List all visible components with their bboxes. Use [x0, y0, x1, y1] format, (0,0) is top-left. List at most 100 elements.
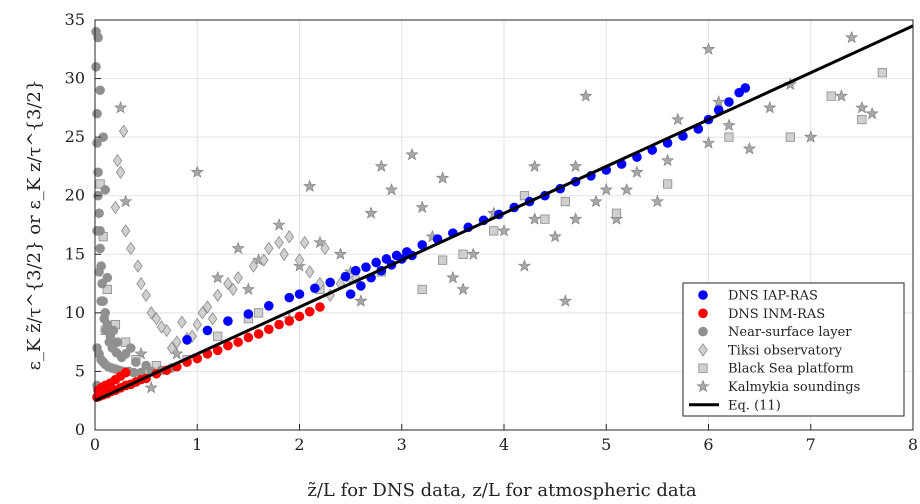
y-tick-label: 0	[75, 420, 85, 439]
data-point	[630, 165, 644, 178]
data-point	[116, 352, 127, 363]
y-tick-label: 20	[65, 186, 85, 205]
y-tick-label: 5	[75, 361, 85, 380]
data-point	[177, 315, 187, 329]
data-point	[650, 194, 664, 208]
data-point	[722, 118, 736, 132]
data-point	[233, 337, 243, 347]
data-point	[313, 235, 327, 249]
data-point	[134, 347, 148, 360]
legend-marker	[698, 363, 708, 373]
series-black-sea-platform	[95, 68, 887, 371]
data-point	[569, 159, 583, 173]
data-point	[364, 206, 378, 219]
data-point	[855, 101, 869, 114]
data-point	[611, 208, 622, 218]
data-point	[190, 165, 204, 178]
legend-marker	[698, 343, 708, 357]
data-point	[213, 331, 223, 341]
data-point	[740, 83, 751, 93]
data-point	[279, 247, 289, 261]
data-point	[274, 319, 284, 330]
data-point	[456, 282, 470, 296]
data-point	[466, 247, 480, 260]
data-point	[417, 240, 428, 250]
legend-box	[682, 282, 905, 417]
data-point	[865, 106, 879, 120]
y-axis-label: ε_K z̃/τ^{3/2} or ε_K z/τ^{3/2}	[24, 80, 45, 371]
data-point	[315, 302, 325, 312]
x-tick-label: 3	[397, 435, 407, 454]
data-point	[91, 62, 101, 72]
data-point	[96, 296, 106, 306]
data-point	[384, 183, 399, 196]
data-point	[231, 241, 245, 255]
data-point	[120, 367, 131, 378]
data-point	[663, 179, 673, 189]
legend-label: Black Sea platform	[728, 362, 854, 377]
data-point	[489, 226, 499, 236]
data-point	[223, 316, 233, 326]
data-point	[156, 320, 167, 334]
data-point	[202, 325, 213, 336]
x-tick-label: 0	[90, 435, 100, 454]
data-point	[146, 306, 156, 320]
data-point	[405, 147, 419, 161]
data-point	[345, 289, 356, 299]
data-point	[528, 212, 542, 225]
data-point	[599, 183, 613, 196]
data-point	[294, 253, 305, 267]
data-point	[857, 114, 867, 125]
data-point	[126, 241, 136, 256]
data-point	[785, 132, 795, 142]
legend: DNS IAP-RAS DNS INM-RAS Near-surface layer…	[682, 282, 905, 417]
data-point	[172, 335, 182, 349]
data-point	[243, 309, 254, 319]
legend-label: Tiksi observatory	[728, 343, 843, 358]
data-point	[350, 265, 361, 276]
data-point	[417, 284, 427, 295]
data-point	[264, 241, 274, 256]
x-tick-label: 4	[499, 435, 509, 454]
data-point	[119, 194, 133, 208]
data-point	[264, 324, 274, 335]
data-point	[93, 32, 103, 43]
legend-label: Near-surface layer	[728, 325, 852, 340]
data-point	[804, 130, 818, 143]
data-point	[724, 132, 734, 142]
data-point	[98, 132, 108, 142]
x-tick-label: 2	[294, 435, 304, 454]
data-point	[304, 306, 315, 317]
data-point	[284, 316, 295, 326]
data-point	[101, 325, 112, 336]
data-point	[94, 267, 104, 277]
data-point	[620, 183, 634, 196]
x-tick-label: 7	[806, 435, 816, 454]
data-point	[259, 253, 269, 267]
data-point	[100, 185, 111, 195]
y-tick-label: 30	[65, 69, 85, 88]
legend-marker	[698, 290, 708, 300]
data-point	[540, 214, 550, 224]
data-point	[589, 194, 603, 208]
data-point	[671, 112, 685, 126]
data-point	[763, 101, 777, 114]
data-point	[294, 311, 305, 322]
data-point	[223, 340, 233, 351]
data-point	[303, 179, 317, 192]
data-point	[519, 191, 530, 201]
data-point	[340, 271, 351, 282]
data-point	[115, 165, 126, 179]
data-point	[197, 306, 208, 320]
data-point	[845, 30, 859, 44]
data-point	[354, 294, 368, 307]
data-point	[114, 101, 128, 114]
data-point	[548, 229, 562, 243]
y-tick-label: 35	[65, 10, 85, 29]
data-point	[112, 153, 123, 168]
x-tick-label: 1	[192, 435, 202, 454]
data-point	[99, 313, 110, 324]
data-point	[438, 255, 448, 265]
data-point	[228, 282, 238, 297]
